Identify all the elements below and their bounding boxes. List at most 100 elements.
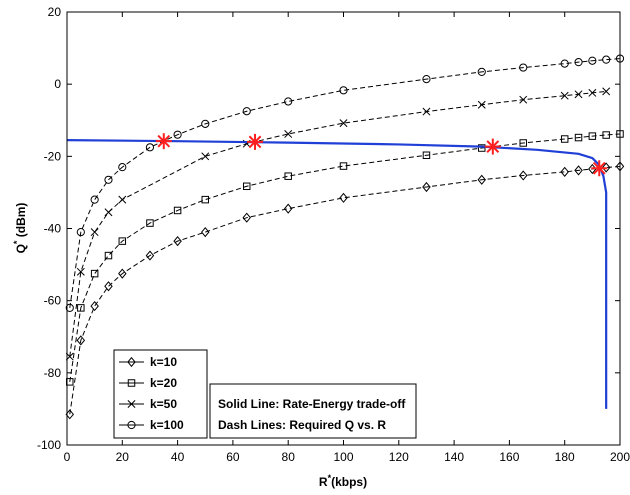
series-3-point-8 [242, 107, 251, 116]
series-line-2 [69, 90, 607, 357]
series-2-point-5 [201, 152, 210, 161]
intersection-marker-0 [155, 133, 172, 150]
series-3-point-9 [284, 97, 293, 106]
series-line-1 [69, 133, 621, 382]
y-tick-label-4: -20 [44, 149, 62, 163]
series-2-point-15 [602, 87, 611, 96]
series-3-point-13 [519, 63, 528, 72]
series-line-3 [69, 58, 621, 308]
plot-marks [65, 54, 625, 420]
series-0 [65, 161, 625, 420]
series-3-point-12 [477, 67, 486, 76]
x-tick-label-7: 140 [444, 450, 464, 464]
series-0-point-6 [173, 236, 182, 247]
series-1-point-1 [77, 304, 85, 312]
series-0-point-9 [283, 203, 293, 214]
y-tick-label-6: 20 [48, 5, 62, 19]
series-0-point-4 [118, 268, 127, 279]
intersection-marker-2 [484, 138, 501, 155]
series-0-point-11 [422, 181, 431, 193]
series-1-point-6 [173, 206, 182, 215]
series-1-point-3 [104, 251, 113, 260]
x-axis-title-main: R [319, 475, 328, 489]
intersection-marker-1 [247, 133, 264, 150]
series-1-point-14 [560, 135, 569, 143]
series-1-point-2 [90, 269, 99, 278]
series-1-point-16 [588, 132, 597, 140]
series-0-point-12 [477, 174, 487, 185]
series-3-point-3 [104, 175, 113, 184]
series-0-point-14 [560, 166, 569, 177]
series-1-point-9 [284, 172, 292, 180]
series-3-point-4 [118, 163, 127, 172]
legend-marker-1 [127, 379, 136, 387]
legend-label-k10: k=10 [150, 355, 177, 369]
y-tick-label-0: -100 [37, 438, 61, 452]
series-0-point-3 [104, 281, 113, 292]
y-tick-label-3: -40 [44, 222, 62, 236]
series-2-point-12 [560, 91, 569, 100]
series-1-point-13 [519, 139, 527, 147]
x-tick-label-5: 100 [333, 450, 353, 464]
series-2-point-2 [90, 228, 99, 237]
series-1 [66, 130, 624, 386]
series-0-point-5 [145, 250, 155, 261]
series-2-point-1 [76, 267, 85, 276]
x-axis-title-sup: * [328, 473, 332, 483]
x-axis-title: R*(kbps) [319, 473, 367, 489]
series-3-point-1 [76, 228, 85, 237]
series-1-point-12 [478, 144, 486, 152]
series-0-point-2 [90, 300, 99, 312]
series-1-point-17 [602, 131, 610, 139]
series-1-point-10 [339, 162, 348, 170]
series-0-point-10 [339, 192, 348, 203]
series-3-point-14 [560, 59, 569, 68]
series-3-point-7 [201, 119, 210, 128]
x-tick-label-4: 80 [282, 450, 296, 464]
x-tick-label-9: 180 [555, 450, 575, 464]
intersection-marker-3 [591, 160, 608, 177]
series-2-point-8 [339, 119, 348, 128]
y-axis-title-sup: * [12, 240, 22, 244]
y-axis-title-main: Q [14, 244, 28, 253]
series-1-point-7 [201, 195, 209, 204]
series-0-point-13 [518, 170, 528, 181]
series-3-point-0 [65, 303, 74, 312]
series-0-point-17 [601, 162, 611, 173]
legend-marker-2 [127, 400, 136, 408]
annotation-solid-line: Solid Line: Rate-Energy trade-off [218, 397, 406, 411]
axis-ticks: 0 20 40 60 80 100 120 140 160 180 200-100-80-60-40… [37, 5, 630, 464]
series-0-point-8 [242, 212, 251, 223]
series-line-0 [69, 165, 621, 415]
x-tick-label-6: 120 [389, 450, 409, 464]
x-tick-label-8: 160 [499, 450, 519, 464]
series-0-point-7 [200, 227, 210, 238]
series-3-point-15 [574, 58, 583, 67]
annotation-frame [209, 383, 417, 439]
x-tick-label-1: 20 [116, 450, 130, 464]
x-tick-label-10: 200 [610, 450, 630, 464]
series-3-point-2 [90, 195, 99, 204]
series-2-point-3 [104, 208, 113, 217]
legend-label-k20: k=20 [150, 376, 177, 390]
series-3-point-10 [339, 86, 348, 95]
x-tick-label-2: 40 [171, 450, 185, 464]
series-1-point-5 [146, 219, 154, 227]
series-3-point-11 [422, 75, 431, 84]
series-line-4 [66, 138, 608, 409]
series-0-point-1 [76, 335, 86, 346]
series-2-point-7 [284, 130, 293, 138]
y-tick-label-2: -60 [44, 294, 62, 308]
series-1-point-15 [574, 133, 583, 142]
series-2-point-11 [519, 95, 528, 104]
y-axis-title-rest: (dBm) [14, 203, 28, 241]
y-axis-title: Q* (dBm) [12, 203, 28, 254]
series-3 [65, 54, 625, 312]
series-1-point-8 [242, 182, 251, 191]
series-2-point-14 [588, 88, 597, 97]
series-1-point-4 [118, 237, 127, 245]
annotation-box: Solid Line: Rate-Energy trade-off Dash L… [209, 383, 417, 439]
legend-label-k50: k=50 [150, 397, 177, 411]
series-0-point-15 [574, 165, 583, 176]
